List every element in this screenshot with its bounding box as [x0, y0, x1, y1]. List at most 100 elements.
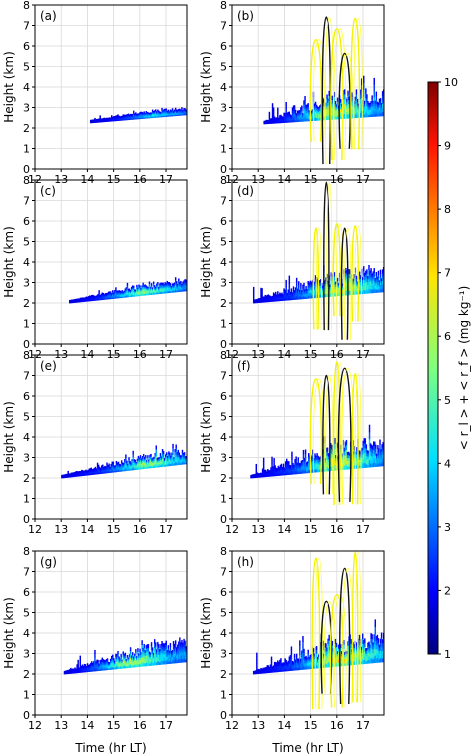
cloud-cell: [280, 295, 282, 298]
cloud-cell: [271, 300, 274, 302]
cloud-cell: [93, 662, 95, 665]
cloud-cell: [77, 298, 79, 300]
cloud-cell: [253, 475, 255, 477]
cloud-cell: [168, 287, 171, 290]
cloud-cell: [61, 477, 63, 479]
cloud-cell: [367, 290, 369, 294]
cloud-cell: [142, 115, 144, 117]
cloud-cell: [316, 106, 319, 110]
cloud-cell: [289, 291, 292, 294]
cloud-cell: [366, 94, 368, 99]
cloud-cell: [137, 660, 139, 664]
cloud-cell: [289, 471, 291, 474]
cloud-cell: [358, 465, 360, 469]
cloud-cell: [157, 284, 159, 287]
cloud-cell: [82, 668, 85, 671]
cloud-cell: [117, 294, 119, 297]
cloud-cell: [135, 663, 137, 668]
cloud-cell: [88, 669, 91, 671]
cloud-cell: [160, 289, 162, 293]
cloud-cell: [93, 667, 95, 670]
cloud-cell: [174, 113, 177, 115]
cloud-cell: [102, 659, 105, 662]
cloud-cell: [97, 118, 99, 120]
cloud-cell: [261, 468, 264, 471]
cloud-cell: [109, 658, 112, 661]
cloud-cell: [140, 659, 142, 663]
cloud-cell: [163, 110, 165, 112]
cloud-cell: [259, 474, 262, 477]
cloud-cell: [91, 469, 94, 471]
cloud-cell: [278, 296, 280, 298]
cloud-cell: [286, 295, 288, 297]
cloud-cell: [158, 462, 161, 465]
cloud-cell: [290, 469, 292, 472]
cloud-cell: [363, 457, 366, 464]
cloud-cell: [92, 471, 95, 473]
cloud-cell: [154, 457, 156, 461]
cloud-cell: [283, 467, 286, 470]
y-tick-label: 8: [23, 174, 30, 187]
cloud-cell: [149, 116, 152, 119]
cloud-cell: [322, 291, 324, 294]
cloud-cell: [294, 466, 296, 470]
cloud-cell: [267, 472, 269, 475]
cloud-cell: [362, 449, 364, 455]
cloud-cell: [95, 296, 97, 298]
cloud-cell: [182, 287, 184, 290]
cloud-cell: [168, 114, 171, 116]
cloud-cell: [310, 117, 313, 120]
cloud-cell: [331, 292, 334, 297]
cloud-cell: [327, 288, 329, 292]
y-tick-label: 3: [220, 452, 227, 465]
cloud-cell: [345, 459, 348, 465]
cloud-cell: [115, 464, 118, 467]
cloud-cell: [123, 295, 126, 297]
cloud-cell: [293, 296, 296, 299]
cloud-cell: [141, 111, 143, 114]
cloud-cell: [281, 118, 283, 120]
cloud-cell: [171, 452, 173, 456]
cloud-cell: [168, 115, 171, 117]
cloud-cell: [112, 661, 114, 665]
cloud-cell: [319, 466, 321, 470]
cloud-cell: [282, 294, 284, 296]
cloud-cell: [270, 120, 273, 123]
panel-label: (f): [237, 359, 251, 373]
cloud-cell: [144, 460, 146, 464]
cloud-cell: [69, 301, 71, 303]
cloud-cell: [85, 469, 87, 471]
cloud-cell: [127, 465, 129, 468]
cloud-cell: [298, 293, 300, 297]
cloud-cell: [270, 300, 273, 302]
cloud-cell: [103, 668, 106, 671]
cloud-cell: [296, 464, 298, 467]
cloud-cell: [83, 299, 86, 301]
cloud-cell: [291, 292, 294, 294]
cloud-cell: [308, 119, 310, 122]
cloud-cell: [133, 466, 135, 469]
cloud-cell: [156, 285, 158, 288]
cloud-cell: [85, 471, 87, 473]
cloud-cell: [128, 654, 131, 657]
cloud-cell: [321, 287, 323, 291]
cloud-cell: [358, 459, 360, 463]
cloud-cell: [319, 456, 321, 460]
cloud-cell: [269, 118, 272, 120]
cloud-cell: [376, 287, 379, 291]
cloud-cell: [373, 84, 375, 92]
cloud-cell: [71, 299, 73, 301]
cloud-cell: [116, 465, 119, 468]
cloud-cell: [151, 289, 154, 292]
cloud-cell: [108, 664, 111, 667]
contour-line: [332, 222, 342, 317]
x-tick-label: 12: [225, 523, 239, 536]
cloud-cell: [136, 290, 138, 293]
cloud-cell: [266, 121, 269, 123]
cloud-cell: [72, 302, 74, 304]
cloud-cell: [169, 286, 172, 289]
y-tick-label: 0: [220, 513, 227, 526]
cloud-cell: [269, 475, 271, 477]
cloud-cell: [268, 470, 270, 472]
cloud-cell: [145, 114, 148, 117]
